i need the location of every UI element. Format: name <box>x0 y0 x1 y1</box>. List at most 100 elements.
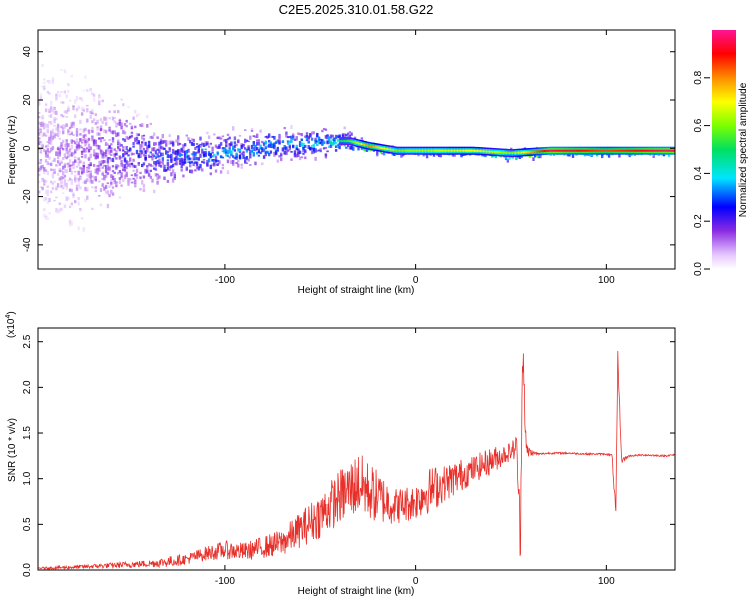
heatmap-core-inner <box>610 149 613 152</box>
top-xtick-label: 100 <box>598 275 615 286</box>
heatmap-cell <box>82 134 85 139</box>
heatmap-cell <box>156 160 159 165</box>
heatmap-cell <box>135 149 139 155</box>
heatmap-cell <box>276 149 279 152</box>
heatmap-cell <box>151 178 154 183</box>
heatmap-core-inner <box>658 149 660 152</box>
heatmap-cell <box>197 166 200 171</box>
heatmap-cell <box>111 192 115 196</box>
heatmap-cell <box>118 177 122 181</box>
heatmap-cell <box>122 138 125 141</box>
heatmap-cell <box>310 150 314 155</box>
heatmap-cell <box>317 137 321 142</box>
heatmap-cell <box>98 180 101 183</box>
heatmap-cell <box>96 119 99 124</box>
heatmap-cell <box>214 144 218 148</box>
heatmap-cell <box>74 159 77 163</box>
heatmap-core-inner <box>620 149 622 152</box>
heatmap-cell <box>62 157 65 160</box>
heatmap-core-inner <box>450 149 453 152</box>
heatmap-cell <box>328 136 331 140</box>
heatmap-cell <box>108 150 111 155</box>
heatmap-cell <box>108 193 111 198</box>
heatmap-core-inner <box>525 151 528 154</box>
heatmap-cell <box>96 172 99 175</box>
heatmap-cell <box>130 125 134 129</box>
heatmap-cell <box>92 118 96 122</box>
heatmap-core-inner <box>456 149 459 152</box>
heatmap-core-inner <box>423 149 426 152</box>
heatmap-cell <box>111 116 115 121</box>
heatmap-cell <box>259 144 262 149</box>
heatmap-cell <box>195 151 199 154</box>
heatmap-cell <box>232 160 235 164</box>
heatmap-cell <box>48 212 51 215</box>
heatmap-core-inner <box>421 149 424 152</box>
heatmap-cell <box>240 145 243 150</box>
heatmap-cell <box>134 109 137 114</box>
heatmap-cell <box>292 136 295 140</box>
heatmap-core-inner <box>404 149 407 152</box>
heatmap-core-inner <box>580 149 583 152</box>
heatmap-cell <box>51 145 55 151</box>
heatmap-core-inner <box>539 150 541 153</box>
heatmap-cell <box>295 153 298 158</box>
heatmap-core-inner <box>632 149 635 152</box>
heatmap-cell <box>58 137 61 140</box>
heatmap-cell <box>350 132 353 136</box>
heatmap-cell <box>343 126 346 130</box>
heatmap-cell <box>286 149 290 153</box>
heatmap-cell <box>250 150 254 153</box>
heatmap-cell <box>273 136 276 140</box>
heatmap-cell <box>171 169 175 174</box>
heatmap-cell <box>87 143 91 148</box>
heatmap-cell <box>50 168 53 171</box>
heatmap-cell <box>63 153 67 158</box>
heatmap-core-inner <box>641 149 644 152</box>
heatmap-cell <box>127 177 130 183</box>
heatmap-core-inner <box>636 149 639 152</box>
heatmap-cell <box>120 176 123 179</box>
heatmap-cell <box>118 122 122 126</box>
heatmap-cell <box>297 152 300 157</box>
heatmap-cell <box>67 143 70 148</box>
heatmap-cell <box>230 160 233 164</box>
heatmap-cell <box>39 186 43 188</box>
heatmap-cell <box>171 178 175 183</box>
heatmap-core-inner <box>395 149 398 152</box>
heatmap-cell <box>336 144 340 147</box>
heatmap-cell <box>211 159 214 162</box>
heatmap-cell <box>218 160 221 165</box>
heatmap-cell <box>290 158 293 161</box>
heatmap-cell <box>48 139 51 143</box>
heatmap-cell <box>53 110 56 115</box>
heatmap-cell <box>108 126 111 129</box>
heatmap-core-inner <box>531 150 534 153</box>
heatmap-cell <box>62 139 65 144</box>
heatmap-cell <box>79 97 82 100</box>
heatmap-cell <box>298 141 302 145</box>
heatmap-cell <box>293 150 297 152</box>
heatmap-cell <box>43 213 46 218</box>
heatmap-cell <box>84 154 87 159</box>
heatmap-cell <box>262 148 266 152</box>
heatmap-cell <box>44 180 48 183</box>
heatmap-cell <box>79 208 82 210</box>
heatmap-cell <box>147 173 151 177</box>
heatmap-cell <box>432 153 436 157</box>
heatmap-cell <box>46 123 49 128</box>
heatmap-cell <box>290 151 293 153</box>
heatmap-cell <box>118 180 122 184</box>
heatmap-cell <box>38 127 41 130</box>
heatmap-cell <box>110 174 113 179</box>
heatmap-core-inner <box>461 149 464 152</box>
heatmap-cell <box>123 151 127 156</box>
heatmap-cell <box>341 134 345 137</box>
heatmap-cell <box>316 140 319 143</box>
heatmap-core-inner <box>444 149 447 152</box>
heatmap-cell <box>86 187 89 192</box>
heatmap-cell <box>99 203 103 207</box>
heatmap-cell <box>183 150 187 156</box>
heatmap-cell <box>51 187 55 190</box>
